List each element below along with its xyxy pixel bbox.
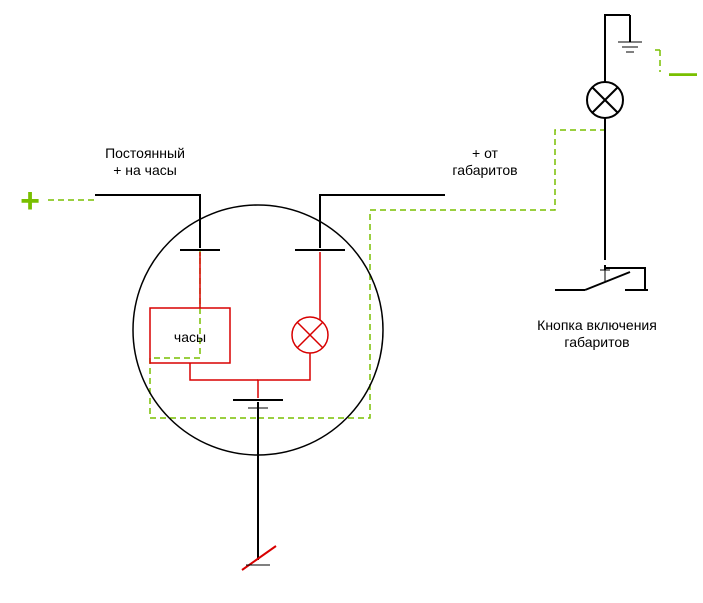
sidelights-switch-icon: [555, 270, 648, 290]
wire-constant-plus: [95, 195, 200, 248]
label-constant-plus-l1: Постоянный: [105, 145, 185, 161]
plus-sign: +: [20, 182, 40, 220]
minus-sign: —: [669, 57, 697, 88]
label-switch-l2: габаритов: [564, 334, 629, 350]
wire-from-lights: [320, 195, 445, 248]
label-from-lights-l2: габаритов: [452, 162, 517, 178]
clock-box-label: часы: [174, 329, 206, 345]
power-trace: [48, 50, 660, 418]
label-constant-plus-l2: + на часы: [113, 162, 177, 178]
ground-bottom-icon: [242, 540, 276, 570]
inner-lamp-icon: [292, 317, 328, 353]
label-from-lights-l1: + от: [472, 145, 499, 161]
label-switch-l1: Кнопка включения: [537, 317, 657, 333]
outer-lamp-icon: [587, 82, 623, 118]
